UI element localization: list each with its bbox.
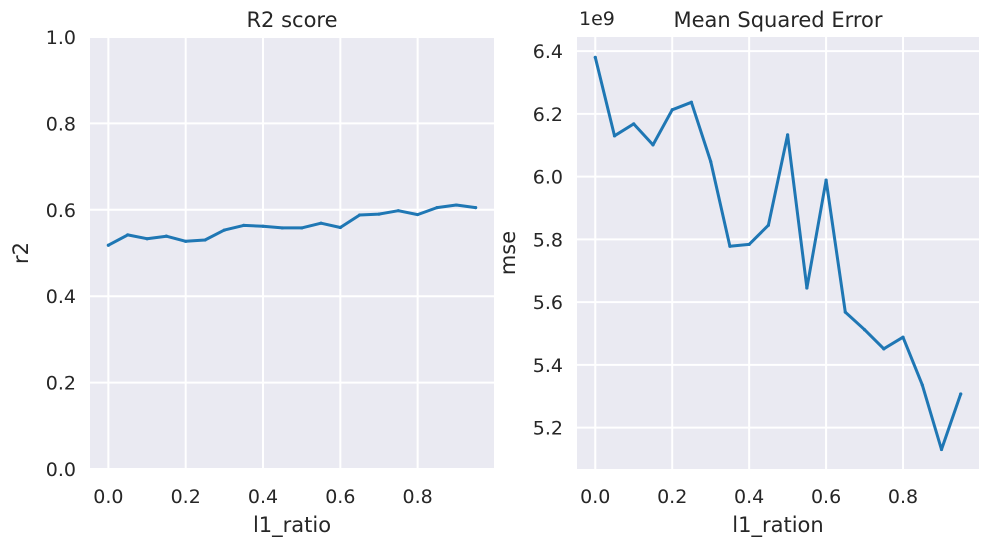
data-point-mse <box>862 328 867 332</box>
data-point-mse <box>786 133 790 137</box>
plot-area-r2 <box>90 37 494 469</box>
x-tick-label-mse: 0.8 <box>888 486 918 508</box>
data-point-mse <box>612 134 617 138</box>
x-axis-label-mse: l1_ration <box>732 513 823 538</box>
data-point-r2 <box>319 221 323 225</box>
y-tick-label-mse: 5.6 <box>533 292 563 314</box>
data-point-mse <box>901 335 905 339</box>
chart-title-r2: R2 score <box>246 8 337 32</box>
x-tick-label-r2: 0.8 <box>403 486 433 508</box>
data-point-r2 <box>358 213 362 217</box>
data-point-r2 <box>145 237 149 241</box>
data-point-r2 <box>106 243 110 247</box>
data-point-mse <box>805 286 809 290</box>
plot-area-mse <box>577 37 979 469</box>
chart-title-mse: Mean Squared Error <box>673 8 882 32</box>
series-line-mse <box>593 55 963 451</box>
y-tick-label-mse: 5.8 <box>533 229 563 251</box>
x-tick-label-r2: 0.4 <box>248 486 278 508</box>
data-point-mse <box>593 55 597 59</box>
data-point-r2 <box>416 212 420 217</box>
data-point-mse <box>689 100 694 104</box>
x-tick-label-r2: 0.6 <box>325 486 355 508</box>
x-tick-label-mse: 0.0 <box>580 486 610 508</box>
data-point-r2 <box>338 225 342 230</box>
data-point-r2 <box>261 224 265 228</box>
data-point-r2 <box>377 212 381 216</box>
data-point-mse <box>766 223 770 227</box>
y-tick-label-r2: 0.2 <box>46 373 76 395</box>
y-axis-label-mse: mse <box>496 231 520 275</box>
data-point-mse <box>728 244 732 248</box>
x-axis-label-r2: l1_ratio <box>253 513 331 538</box>
data-point-mse <box>882 347 886 351</box>
series-line-r2 <box>106 203 478 247</box>
data-point-mse <box>920 383 924 387</box>
data-point-r2 <box>454 203 458 207</box>
y-tick-label-r2: 0.8 <box>46 113 76 135</box>
y-tick-label-mse: 6.2 <box>533 104 563 126</box>
data-point-mse <box>651 143 655 147</box>
data-point-r2 <box>164 234 168 238</box>
data-point-r2 <box>126 233 130 237</box>
data-point-r2 <box>222 228 226 232</box>
x-tick-label-mse: 0.4 <box>734 486 764 508</box>
y-tick-label-r2: 0.6 <box>46 200 76 222</box>
data-point-r2 <box>396 209 400 213</box>
y-tick-label-mse: 5.2 <box>533 418 563 440</box>
y-tick-label-r2: 0.4 <box>46 286 76 308</box>
y-tick-label-mse: 6.0 <box>533 167 563 189</box>
y-axis-label-r2: r2 <box>9 242 33 264</box>
y-offset-label-mse: 1e9 <box>579 8 615 30</box>
data-point-r2 <box>203 238 207 242</box>
data-point-mse <box>843 310 847 314</box>
y-tick-label-r2: 1.0 <box>46 27 76 49</box>
x-tick-label-r2: 0.0 <box>93 486 123 508</box>
y-tick-label-r2: 0.0 <box>46 459 76 481</box>
data-point-mse <box>709 159 713 164</box>
data-point-r2 <box>474 206 478 210</box>
data-point-r2 <box>184 239 188 243</box>
data-point-mse <box>824 178 828 182</box>
data-point-r2 <box>242 223 246 227</box>
panel-mse: 0.0 0.2 0.4 0.6 0.8 5.2 5.4 5.6 5.8 6.0 6.2 6.4 Mean… <box>496 8 979 538</box>
x-tick-label-r2: 0.2 <box>171 486 201 508</box>
data-point-mse <box>670 108 674 112</box>
data-point-r2 <box>435 206 439 210</box>
data-point-mse <box>939 447 944 452</box>
x-tick-label-mse: 0.2 <box>657 486 687 508</box>
y-tick-label-mse: 5.4 <box>533 355 563 377</box>
data-point-mse <box>632 122 636 126</box>
y-tick-label-mse: 6.4 <box>533 41 563 63</box>
data-point-r2 <box>280 226 284 230</box>
data-point-mse <box>747 242 751 246</box>
panel-r2: 0.0 0.2 0.4 0.6 0.8 0.0 0.2 0.4 0.6 0.8 1.0 R2 scor… <box>9 8 494 538</box>
data-point-mse <box>959 392 963 396</box>
data-point-r2 <box>300 226 304 230</box>
x-tick-label-mse: 0.6 <box>811 486 841 508</box>
